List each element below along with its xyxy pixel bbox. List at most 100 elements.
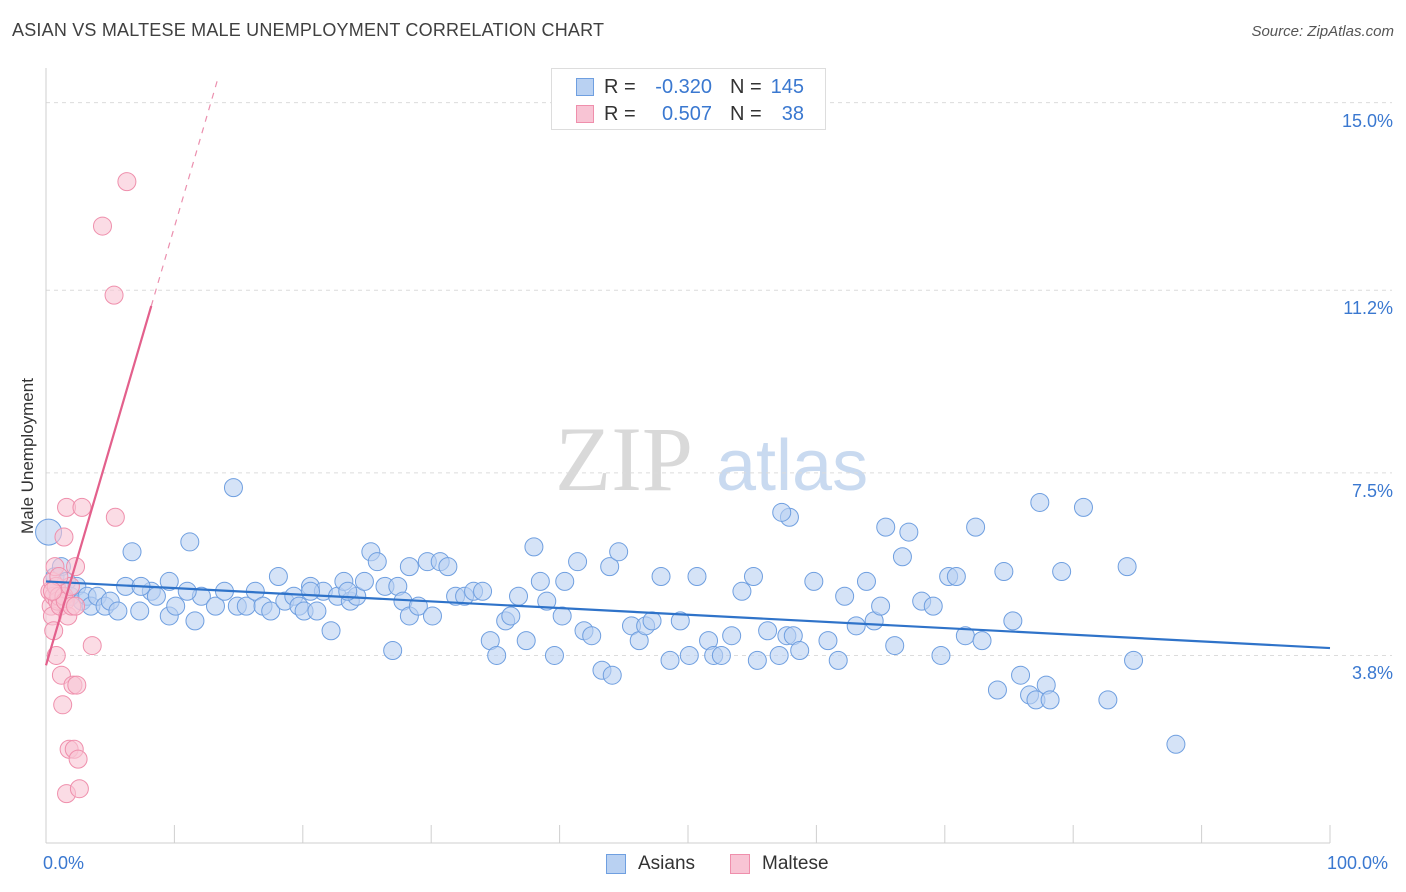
asians-point	[987, 680, 1007, 700]
chart-title: ASIAN VS MALTESE MALE UNEMPLOYMENT CORRE…	[12, 20, 605, 40]
asians-point	[790, 641, 810, 661]
maltese-r-value: 0.507	[661, 102, 712, 125]
asians-point	[1040, 690, 1060, 710]
asians-point	[268, 566, 288, 586]
asians-point	[871, 596, 891, 616]
watermark-zip: ZIP	[555, 408, 693, 510]
maltese-point	[68, 749, 88, 769]
maltese-n-value: 38	[781, 102, 804, 125]
series-legend: Asians Maltese	[0, 853, 1406, 877]
asians-point	[966, 517, 986, 537]
maltese-point	[67, 675, 87, 695]
asians-point	[743, 566, 763, 586]
legend-label-asians: Asians	[638, 853, 696, 874]
series-maltese-points	[40, 172, 137, 804]
asians-point	[818, 631, 838, 651]
maltese-swatch	[576, 105, 594, 123]
asians-point	[772, 502, 792, 522]
stats-row-maltese: R = 0.507 N = 38	[552, 101, 804, 127]
asians-point	[1003, 611, 1023, 631]
asians-point	[1166, 734, 1186, 754]
asians-point	[438, 557, 458, 577]
asians-point	[1073, 497, 1093, 517]
asians-point	[321, 621, 341, 641]
maltese-trend-line	[44, 305, 153, 666]
asians-point	[399, 557, 419, 577]
maltese-point	[42, 581, 62, 601]
asians-point	[892, 547, 912, 567]
y-tick-label: 3.8%	[1351, 663, 1393, 684]
asians-point	[354, 571, 374, 591]
zipatlas-watermark: ZIP atlas	[555, 408, 868, 510]
maltese-trend-extension	[150, 77, 219, 307]
asians-point	[159, 571, 179, 591]
maltese-point	[66, 596, 86, 616]
asians-point	[582, 626, 602, 646]
legend-item-asians[interactable]: Asians	[606, 853, 695, 875]
asians-point	[516, 631, 536, 651]
asians-point	[732, 581, 752, 601]
series-asians-points	[35, 478, 1186, 754]
maltese-point	[53, 695, 73, 715]
asians-point	[422, 606, 442, 626]
asians-point	[223, 478, 243, 498]
axes	[45, 68, 1331, 844]
legend-item-maltese[interactable]: Maltese	[730, 853, 829, 875]
asians-point	[552, 606, 572, 626]
asians-point	[487, 645, 507, 665]
asians-point	[261, 601, 281, 621]
y-tick-label: 7.5%	[1351, 480, 1393, 501]
maltese-point	[69, 779, 89, 799]
asians-point	[307, 601, 327, 621]
asians-point	[946, 566, 966, 586]
asians-point	[122, 542, 142, 562]
maltese-point	[72, 497, 92, 517]
asians-point	[473, 581, 493, 601]
asians-point	[1030, 492, 1050, 512]
asians-point	[600, 557, 620, 577]
asians-point	[769, 645, 789, 665]
r-label: R =	[604, 75, 636, 98]
asians-point	[146, 586, 166, 606]
asians-point	[180, 532, 200, 552]
asians-point	[1011, 665, 1031, 685]
asians-point	[642, 611, 662, 631]
n-label: N =	[730, 75, 762, 98]
r-label: R =	[604, 102, 636, 125]
maltese-point	[46, 645, 66, 665]
asians-point	[602, 665, 622, 685]
asians-point	[758, 621, 778, 641]
asians-point	[367, 552, 387, 572]
x-tick-label-max: 100.0%	[1327, 853, 1389, 873]
asians-point	[651, 566, 671, 586]
asians-point	[899, 522, 919, 542]
asians-point	[130, 601, 150, 621]
asians-point	[856, 571, 876, 591]
trend-lines	[44, 77, 1331, 666]
asians-point	[383, 641, 403, 661]
watermark-atlas: atlas	[716, 426, 868, 506]
asians-point	[555, 571, 575, 591]
asians-point	[1098, 690, 1118, 710]
asians-swatch	[576, 78, 594, 96]
maltese-point	[92, 216, 112, 236]
asians-point	[876, 517, 896, 537]
maltese-point	[104, 285, 124, 305]
asians-r-value: -0.320	[655, 75, 712, 98]
asians-point	[177, 581, 197, 601]
asians-point	[679, 645, 699, 665]
maltese-point	[82, 636, 102, 656]
asians-point	[524, 537, 544, 557]
asians-point	[1052, 562, 1072, 582]
asians-point	[1124, 650, 1144, 670]
asians-point	[722, 626, 742, 646]
x-tick-label-min: 0.0%	[43, 853, 85, 873]
n-label: N =	[730, 102, 762, 125]
stats-legend: R = -0.320 N = 145 R = 0.507 N = 38	[551, 68, 826, 130]
asians-point	[1117, 557, 1137, 577]
asians-point	[185, 611, 205, 631]
asians-point	[509, 586, 529, 606]
asians-point	[885, 636, 905, 656]
y-tick-label: 11.2%	[1343, 298, 1393, 319]
asians-point	[846, 616, 866, 636]
